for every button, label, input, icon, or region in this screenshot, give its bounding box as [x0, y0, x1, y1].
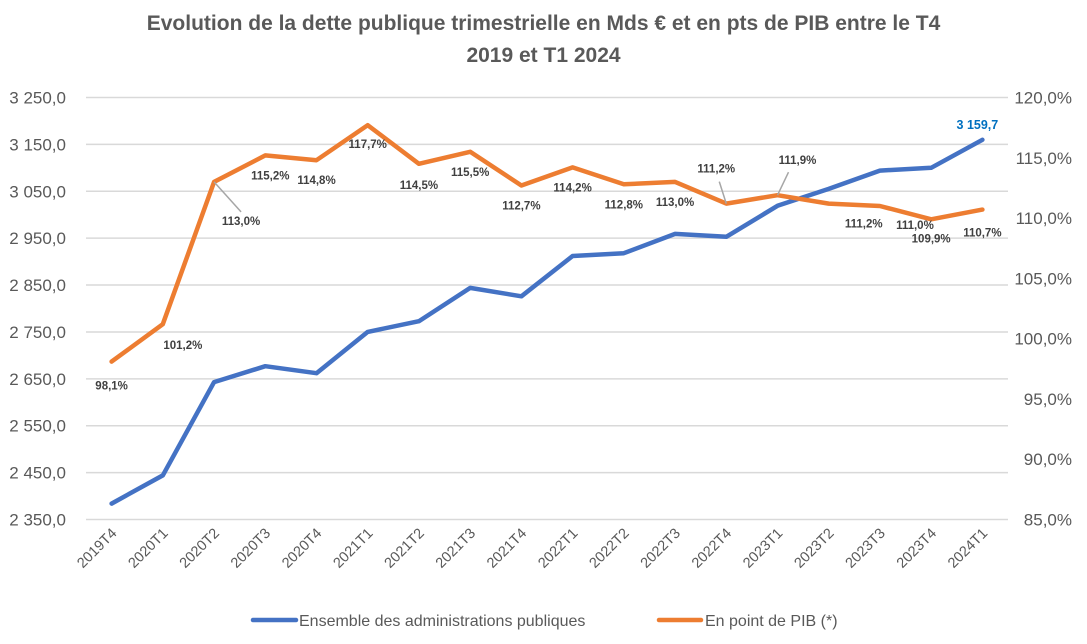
data-label-pib: 115,5% [451, 167, 489, 179]
chart-title-line-2: 2019 et T1 2024 [466, 44, 621, 67]
left-axis-tick-label: 2 350,0 [9, 511, 66, 530]
left-axis-ticks: 2 350,0 2 450,0 2 550,0 2 650,0 2 750,0 2 850… [9, 89, 66, 530]
data-label-pib: 111,0% [896, 220, 934, 232]
data-label-pib: 112,7% [502, 201, 540, 213]
x-axis-tick-label: 2020T4 [279, 526, 325, 572]
right-axis-tick-label: 95,0% [1024, 390, 1072, 409]
data-label-pib: 115,2% [251, 170, 289, 182]
right-axis-tick-label: 105,0% [1014, 269, 1072, 288]
data-labels: 98,1% 101,2% 113,0% 115,2% 114,8% 117,7% 114,5… [95, 118, 1001, 393]
series-line-pib [109, 122, 985, 364]
data-label-pib: 114,2% [553, 182, 591, 194]
x-axis-tick-label: 2020T1 [126, 526, 172, 572]
data-label-pib: 113,0% [222, 216, 260, 228]
data-label-debt: 3 159,7 [957, 118, 999, 132]
x-axis-tick-label: 2021T1 [330, 526, 376, 572]
data-label-pib: 98,1% [95, 381, 128, 393]
chart-title: Evolution de la dette publique trimestri… [0, 8, 1087, 72]
right-axis-tick-label: 115,0% [1016, 149, 1072, 168]
data-label-pib: 101,2% [163, 340, 202, 352]
x-axis-tick-label: 2020T2 [177, 526, 223, 572]
right-axis-tick-label: 120,0% [1014, 89, 1072, 108]
legend: Ensemble des administrations publiques E… [250, 613, 838, 630]
x-axis-tick-label: 2023T3 [843, 526, 889, 572]
left-axis-tick-label: 3 150,0 [9, 135, 66, 154]
legend-label-pib: En point de PIB (*) [705, 613, 838, 630]
left-axis-tick-label: 2 550,0 [9, 417, 66, 436]
chart-title-line-1: Evolution de la dette publique trimestri… [146, 12, 941, 35]
right-axis-tick-label: 85,0% [1024, 511, 1072, 530]
series-line-debt [109, 137, 985, 506]
right-axis-ticks: 85,0% 90,0% 95,0% 100,0% 105,0% 110,0% 115,0% 1… [1014, 89, 1072, 530]
data-label-pib: 111,2% [845, 219, 883, 231]
gridlines [86, 96, 1008, 521]
x-axis-tick-label: 2021T4 [484, 526, 530, 572]
right-axis-tick-label: 90,0% [1024, 450, 1072, 469]
x-axis-tick-label: 2022T1 [535, 526, 581, 572]
left-axis-tick-label: 2 950,0 [9, 229, 66, 248]
data-label-pib: 114,5% [400, 180, 438, 192]
x-axis-tick-label: 2021T3 [433, 526, 479, 572]
data-label-pib: 109,9% [912, 233, 951, 245]
x-axis-tick-label: 2022T4 [689, 526, 735, 572]
right-axis-tick-label: 100,0% [1014, 330, 1072, 349]
left-axis-tick-label: 3 050,0 [9, 182, 66, 201]
series-lines [109, 122, 985, 506]
x-axis-tick-label: 2023T4 [894, 526, 940, 572]
data-label-leader [213, 181, 242, 213]
right-axis-tick-label: 110,0% [1016, 209, 1072, 228]
left-axis-tick-label: 2 850,0 [9, 276, 66, 295]
data-label-pib: 110,7% [963, 228, 1001, 240]
data-label-pib: 113,0% [656, 197, 694, 209]
x-axis-tick-label: 2020T3 [228, 526, 274, 572]
legend-label-debt: Ensemble des administrations publiques [299, 613, 585, 630]
data-label-pib: 114,8% [297, 175, 335, 187]
x-axis-tick-label: 2019T4 [74, 526, 120, 572]
data-label-leader [776, 171, 790, 196]
left-axis-tick-label: 2 750,0 [9, 323, 66, 342]
x-axis-tick-label: 2022T2 [587, 526, 633, 572]
x-axis-ticks: 2019T4 2020T1 2020T2 2020T3 2020T4 2021T1 2021… [74, 526, 991, 572]
x-axis-tick-label: 2024T1 [945, 526, 991, 572]
x-axis-tick-label: 2023T1 [740, 526, 786, 572]
x-axis-tick-label: 2021T2 [382, 526, 428, 572]
x-axis-tick-label: 2022T3 [638, 526, 684, 572]
left-axis-tick-label: 3 250,0 [9, 89, 66, 108]
data-label-pib: 112,8% [605, 199, 643, 211]
data-label-leader [718, 181, 727, 204]
data-label-pib: 111,9% [779, 155, 817, 167]
left-axis-tick-label: 2 450,0 [9, 464, 66, 483]
x-axis-tick-label: 2023T2 [791, 526, 837, 572]
data-label-pib: 117,7% [349, 139, 387, 151]
left-axis-tick-label: 2 650,0 [9, 370, 66, 389]
data-label-pib: 111,2% [697, 164, 735, 176]
